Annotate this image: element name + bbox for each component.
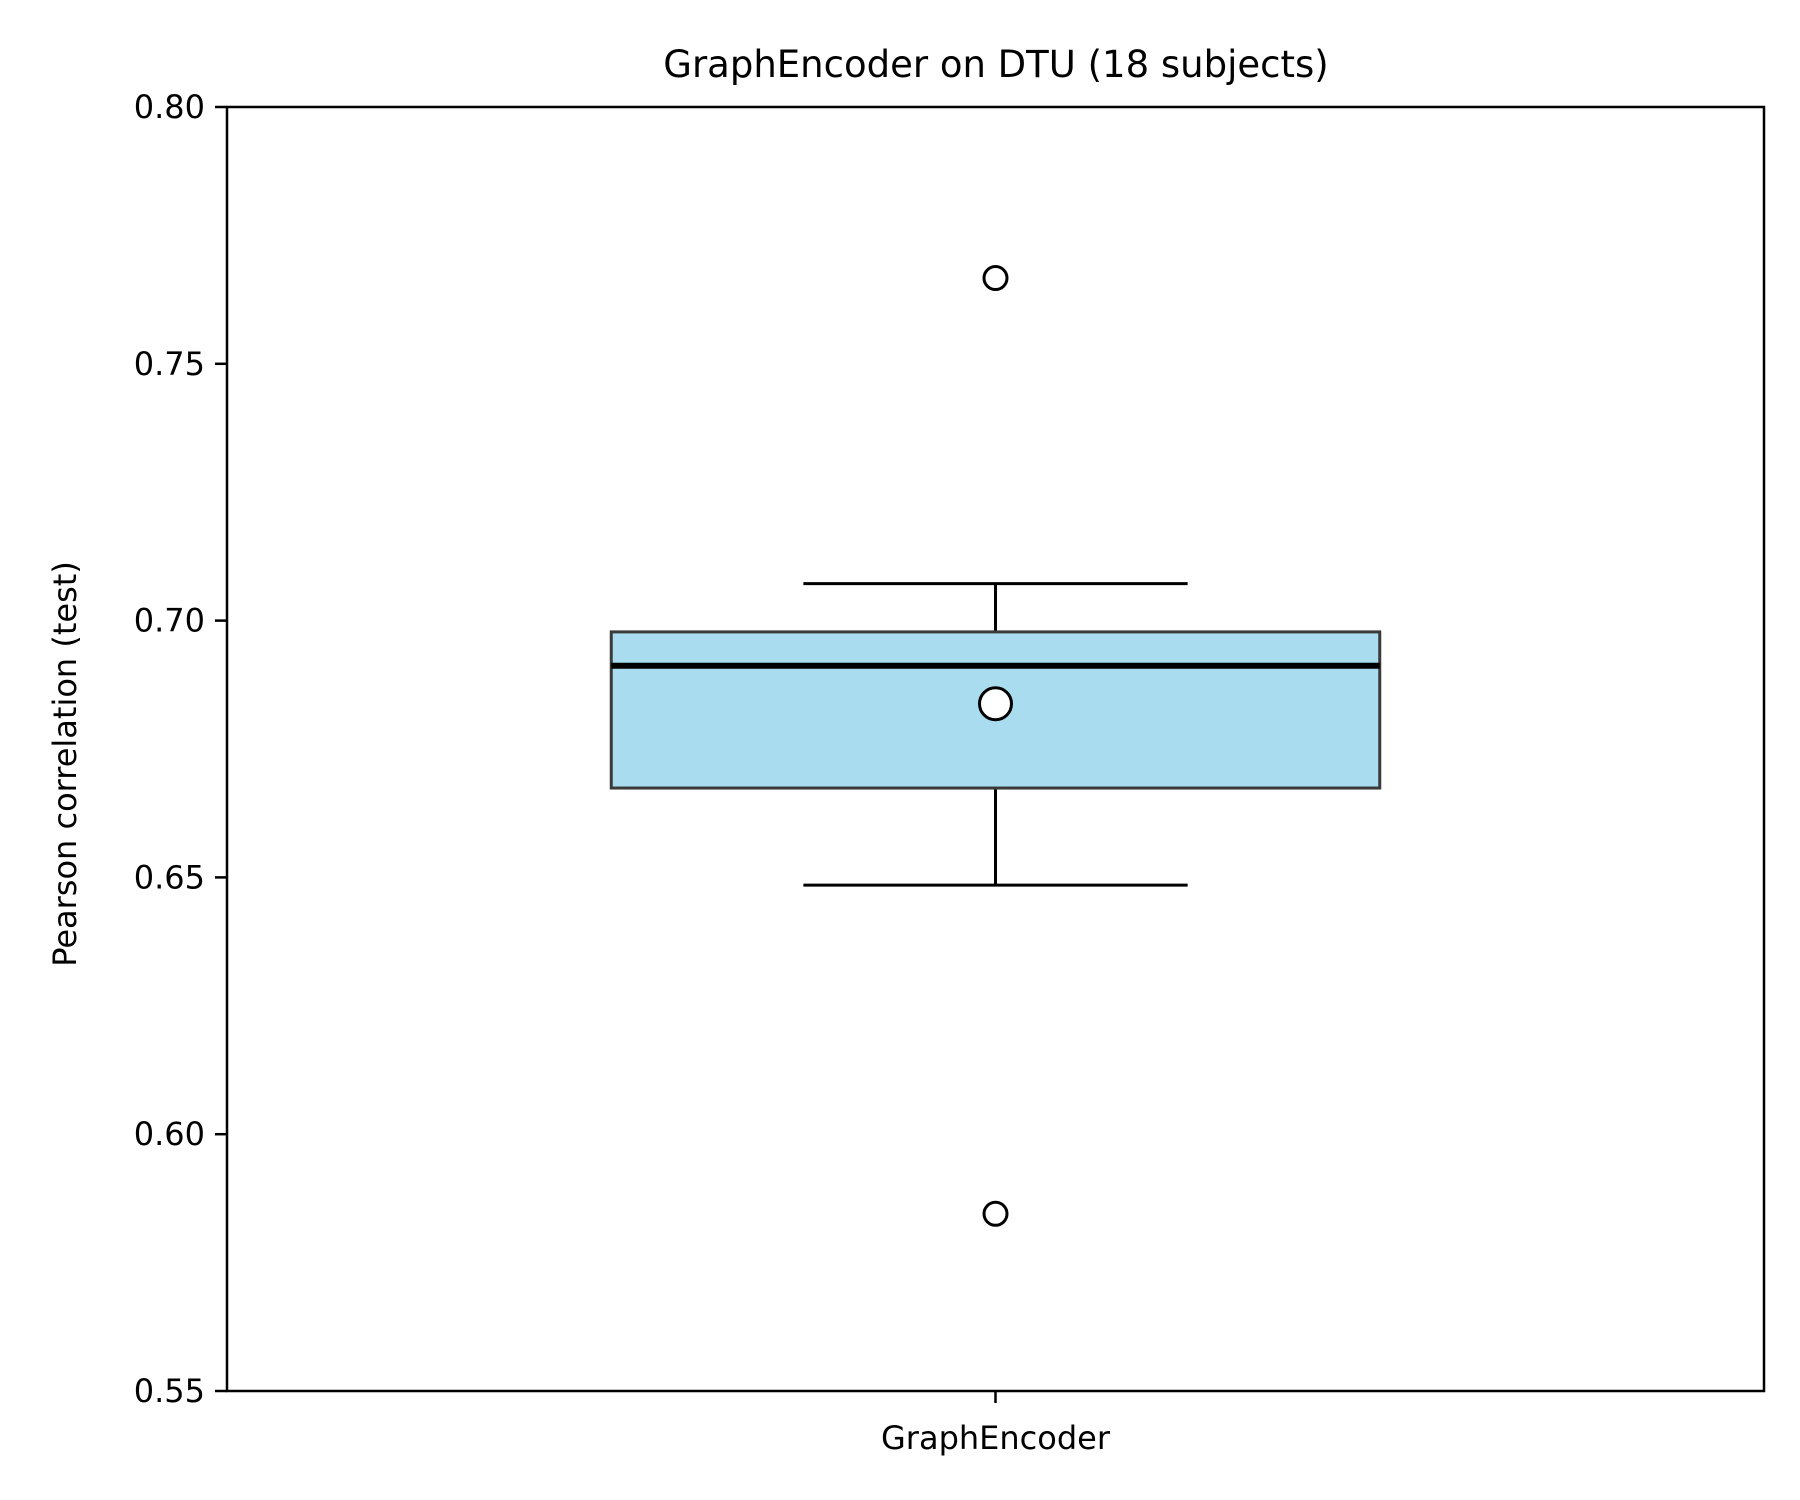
y-tick-label: 0.70 xyxy=(134,602,205,640)
y-axis: 0.55 0.60 0.65 0.70 0.75 0.80 xyxy=(134,88,227,1410)
outlier-point xyxy=(982,1200,1009,1227)
y-tick-label: 0.80 xyxy=(134,88,205,126)
x-tick-label: GraphEncoder xyxy=(881,1419,1111,1457)
y-tick-label: 0.75 xyxy=(134,345,205,383)
chart-title: GraphEncoder on DTU (18 subjects) xyxy=(663,43,1328,86)
x-axis: GraphEncoder xyxy=(881,1391,1111,1457)
y-tick-label: 0.60 xyxy=(134,1115,205,1153)
box-group xyxy=(609,265,1382,1227)
plot-marks xyxy=(609,265,1382,1227)
y-axis-label: Pearson correlation (test) xyxy=(46,561,84,967)
y-tick-label: 0.65 xyxy=(134,858,205,896)
outlier-point xyxy=(982,265,1009,292)
mean-marker xyxy=(978,686,1013,722)
y-tick-label: 0.55 xyxy=(134,1372,205,1410)
